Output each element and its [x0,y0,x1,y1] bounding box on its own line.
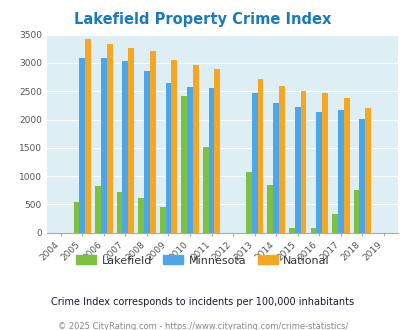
Bar [73,202,79,233]
Bar [273,103,278,233]
Bar [278,85,284,233]
Bar [85,39,91,233]
Text: Crime Index corresponds to incidents per 100,000 inhabitants: Crime Index corresponds to incidents per… [51,297,354,307]
Bar [171,60,177,233]
Text: © 2025 CityRating.com - https://www.cityrating.com/crime-statistics/: © 2025 CityRating.com - https://www.city… [58,322,347,330]
Bar [310,228,315,233]
Bar [300,91,306,233]
Bar [267,185,273,233]
Bar [208,88,214,233]
Bar [181,96,187,233]
Bar [294,107,300,233]
Bar [321,93,327,233]
Bar [245,172,251,233]
Bar [187,87,192,233]
Text: Lakefield Property Crime Index: Lakefield Property Crime Index [74,12,331,26]
Bar [288,228,294,233]
Bar [358,119,364,233]
Bar [353,190,358,233]
Bar [116,192,122,233]
Bar [79,58,85,233]
Bar [165,83,171,233]
Bar [149,51,155,233]
Bar [95,186,100,233]
Bar [251,93,257,233]
Bar [144,71,149,233]
Bar [257,79,263,233]
Bar [343,98,349,233]
Bar [214,69,220,233]
Bar [192,65,198,233]
Bar [138,198,144,233]
Bar [337,110,343,233]
Legend: Lakefield, Minnesota, National: Lakefield, Minnesota, National [72,251,333,270]
Bar [107,44,112,233]
Bar [122,61,128,233]
Bar [364,108,370,233]
Bar [315,112,321,233]
Bar [100,58,107,233]
Bar [159,207,165,233]
Bar [128,48,134,233]
Bar [331,214,337,233]
Bar [202,147,208,233]
